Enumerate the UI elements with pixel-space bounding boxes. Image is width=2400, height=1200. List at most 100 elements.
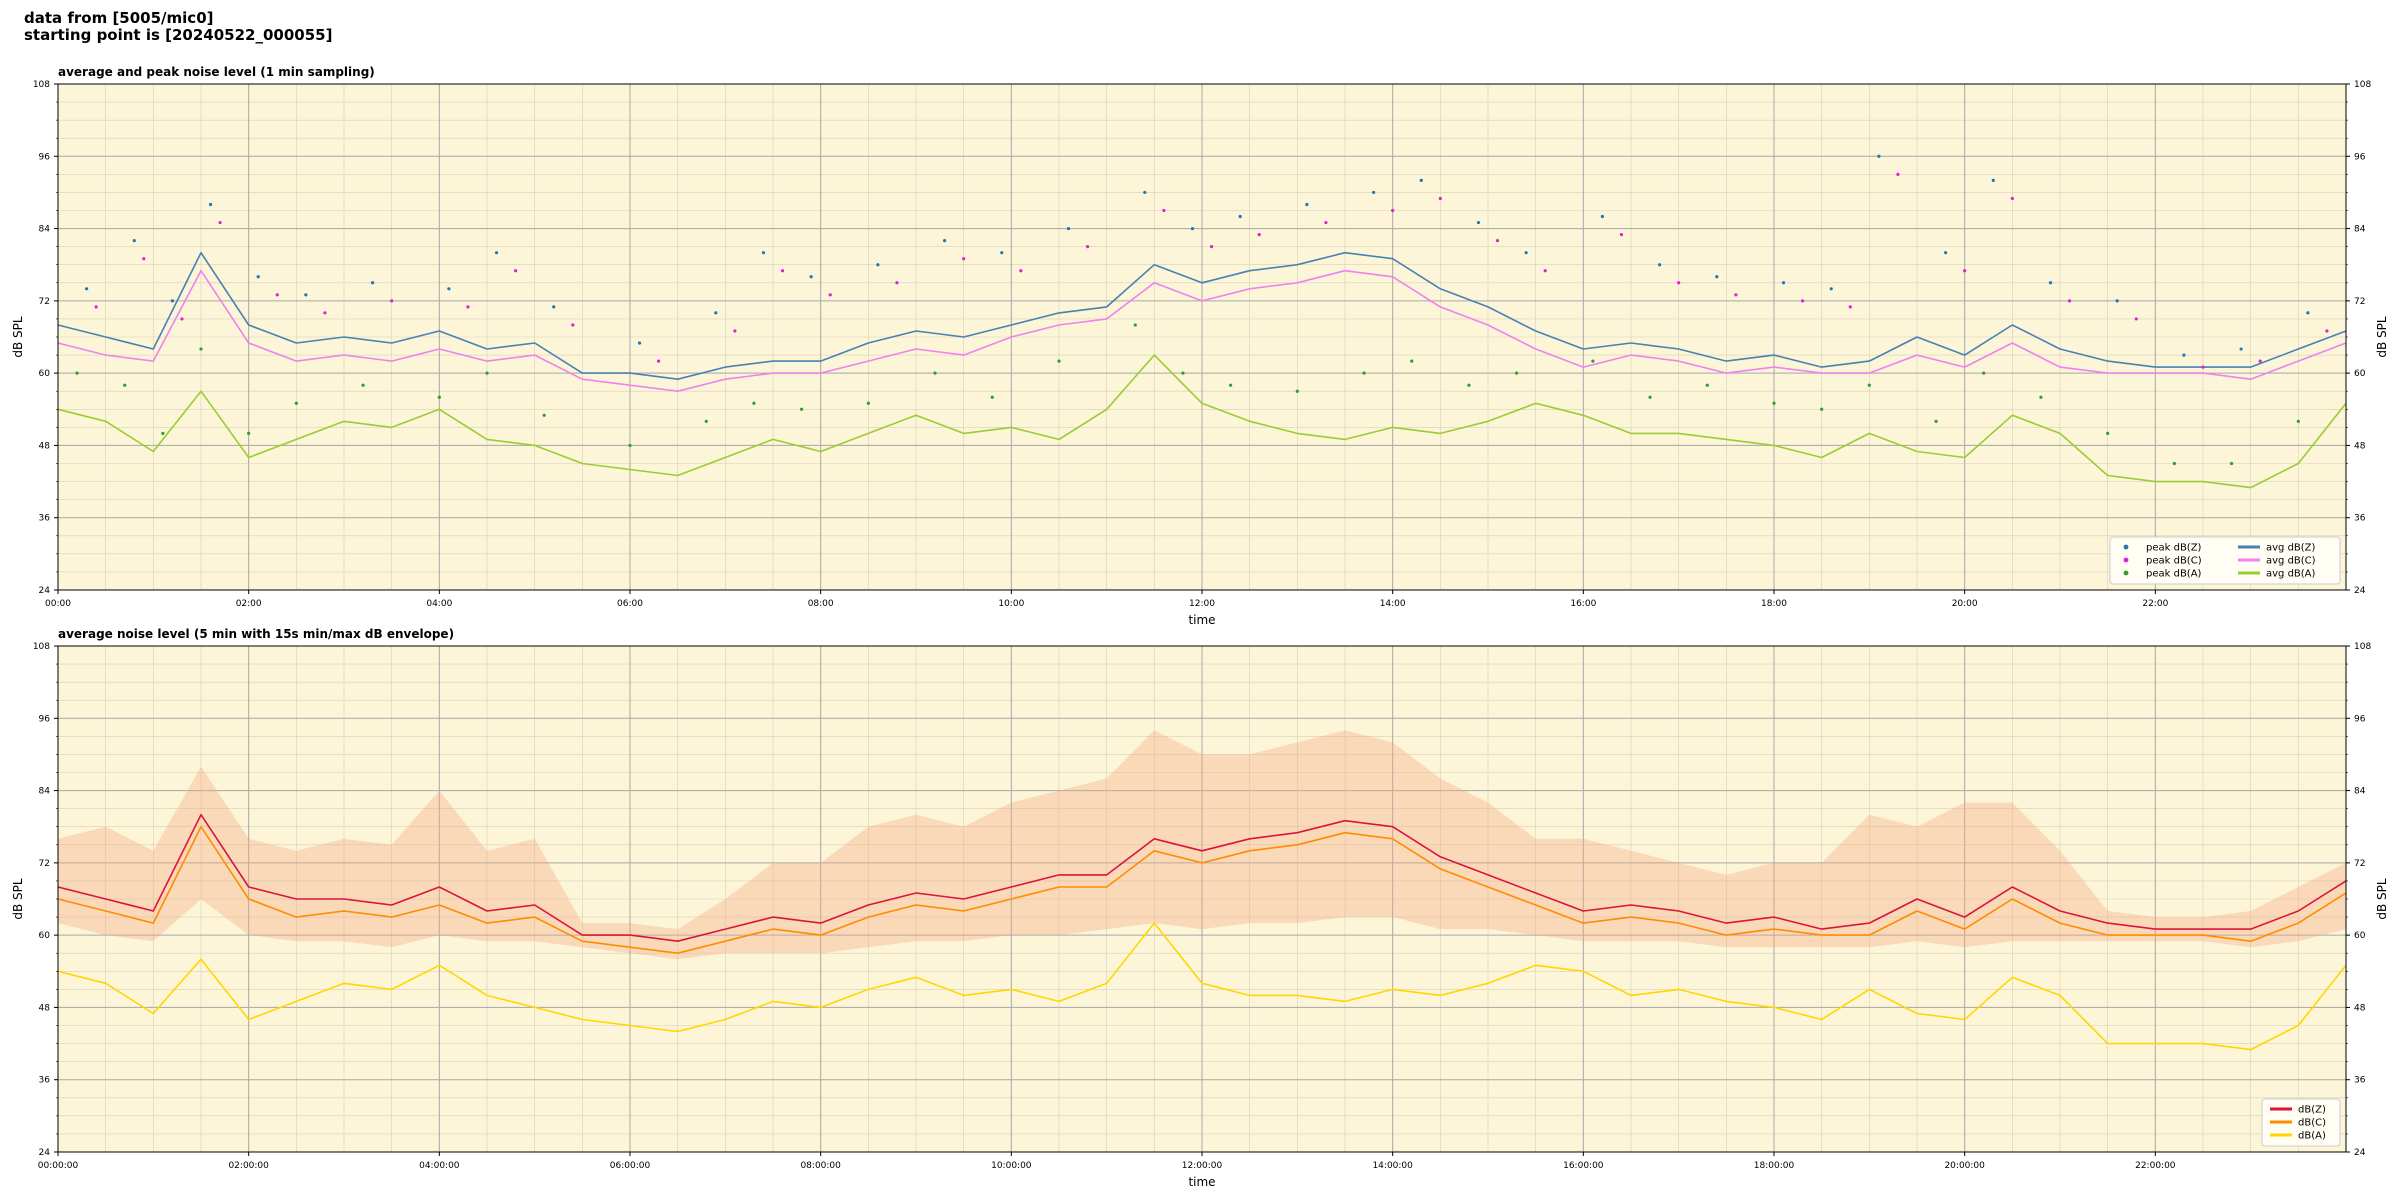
y-tick-label: 60 [2354,369,2366,379]
y-axis-label-right: dB SPL [2375,316,2389,358]
point-peak-db-c- [1019,269,1023,273]
y-axis-label-right: dB SPL [2375,878,2389,920]
x-tick-label: 02:00:00 [228,1161,269,1171]
x-tick-label: 08:00:00 [800,1161,841,1171]
point-peak-db-a- [361,383,365,387]
point-peak-db-c- [466,305,470,309]
point-peak-db-c- [2010,196,2014,201]
y-tick-label: 96 [2354,714,2366,724]
point-peak-db-a- [437,395,441,399]
y-tick-label: 108 [33,642,50,652]
point-peak-db-a- [1295,389,1299,393]
point-peak-db-z- [1476,220,1481,225]
point-peak-db-c- [1619,232,1624,237]
y-tick-label: 36 [39,1076,51,1086]
x-tick-label: 00:00:00 [38,1161,79,1171]
point-peak-db-z- [2048,281,2053,285]
point-peak-db-c- [571,323,575,327]
point-peak-db-z- [1190,226,1195,231]
y-tick-label: 108 [2354,80,2371,90]
x-tick-label: 04:00 [426,599,452,609]
legend-label: dB(C) [2298,1118,2326,1129]
point-peak-db-c- [1848,305,1852,309]
point-peak-db-z- [170,299,174,303]
x-tick-label: 22:00:00 [2135,1161,2176,1171]
point-peak-db-a- [2172,461,2176,466]
y-tick-label: 36 [2354,514,2366,524]
y-tick-label: 24 [39,1148,51,1158]
y-tick-label: 96 [39,152,51,162]
legend-label: peak dB(C) [2146,556,2202,567]
y-tick-label: 84 [2354,225,2366,235]
point-peak-db-z- [1419,178,1423,182]
point-peak-db-z- [2182,353,2186,357]
y-tick-label: 72 [2354,297,2365,307]
point-peak-db-a- [933,371,937,375]
y-tick-label: 36 [39,514,51,524]
point-peak-db-z- [371,281,375,285]
x-tick-label: 06:00 [617,599,643,609]
point-peak-db-z- [1658,263,1662,267]
point-peak-db-a- [704,419,708,423]
y-tick-label: 108 [2354,642,2371,652]
point-peak-db-a- [1934,419,1938,423]
legend: peak dB(Z) peak dB(C) peak dB(A) avg dB(Z) a… [2109,536,2341,585]
legend-label: dB(Z) [2298,1105,2326,1116]
point-peak-db-z- [809,275,813,279]
point-peak-db-z- [1238,214,1242,219]
x-tick-label: 20:00 [1952,599,1978,609]
point-peak-db-z- [943,239,947,243]
point-peak-db-z- [1781,281,1786,285]
y-tick-label: 84 [39,225,51,235]
point-peak-db-a- [2106,431,2110,435]
point-peak-db-a- [800,407,804,411]
point-peak-db-c- [1257,232,1261,237]
point-peak-db-a- [1362,371,1366,375]
point-peak-db-c- [2067,299,2072,303]
point-peak-db-z- [1944,251,1948,255]
point-peak-db-c- [2201,365,2205,369]
point-peak-db-z- [761,251,766,255]
point-peak-db-z- [132,239,136,243]
y-tick-label: 36 [2354,1076,2366,1086]
point-peak-db-a- [752,401,756,405]
point-peak-db-z- [1877,154,1881,158]
y-tick-label: 96 [39,714,51,724]
series-line-db-a- [57,922,2347,1051]
point-peak-db-z- [1829,287,1833,291]
point-peak-db-z- [1305,202,1309,207]
point-peak-db-a- [1181,371,1185,375]
point-peak-db-z- [1600,214,1604,219]
point-peak-db-c- [2134,317,2138,321]
data-source-label: data from [5005/mic0] [24,9,214,27]
point-peak-db-a- [1133,323,1137,327]
point-peak-db-c- [2325,329,2329,333]
point-peak-db-a- [1820,407,1824,411]
point-peak-db-a- [1515,371,1519,375]
point-peak-db-c- [1086,245,1090,249]
x-tick-label: 14:00:00 [1372,1161,1413,1171]
point-peak-db-c- [733,329,737,333]
point-peak-db-a- [866,401,870,405]
point-peak-db-a- [2230,461,2234,466]
point-peak-db-z- [1066,226,1071,231]
x-tick-label: 10:00:00 [991,1161,1032,1171]
point-peak-db-z- [552,305,556,309]
x-tick-label: 08:00 [808,599,834,609]
point-peak-db-c- [218,220,222,225]
point-peak-db-a- [628,443,632,448]
y-tick-label: 96 [2354,152,2366,162]
point-peak-db-c- [1324,220,1328,225]
point-peak-db-c- [895,281,899,285]
x-tick-label: 18:00:00 [1754,1161,1795,1171]
point-peak-db-a- [199,347,203,351]
point-peak-db-a- [247,431,251,435]
x-tick-label: 14:00 [1380,599,1406,609]
x-tick-label: 06:00:00 [610,1161,651,1171]
x-tick-label: 16:00:00 [1563,1161,1604,1171]
point-peak-db-a- [1591,359,1595,363]
point-peak-db-c- [1391,208,1395,213]
point-peak-db-a- [990,395,994,399]
legend-label: peak dB(Z) [2146,543,2202,554]
y-tick-label: 84 [39,787,51,797]
